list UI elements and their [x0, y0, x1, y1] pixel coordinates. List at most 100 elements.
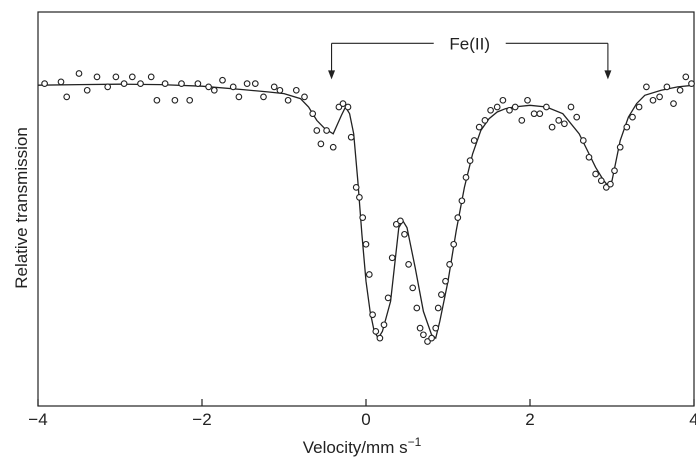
data-point: [186, 96, 194, 104]
data-point: [416, 324, 424, 332]
data-point: [63, 93, 71, 101]
data-point: [428, 334, 435, 342]
data-point: [93, 73, 101, 81]
data-point: [585, 153, 593, 161]
data-point: [352, 184, 360, 191]
data-point: [409, 284, 417, 292]
data-point: [235, 93, 243, 101]
data-point: [434, 304, 442, 312]
data-point: [536, 110, 544, 118]
data-point: [147, 73, 155, 81]
data-point: [317, 140, 325, 148]
y-axis-label: Relative transmission: [12, 127, 31, 289]
data-point: [284, 96, 292, 104]
data-point: [372, 328, 380, 335]
data-point: [579, 137, 587, 144]
data-point: [607, 180, 614, 188]
data-point: [643, 83, 650, 91]
arrow-down-icon: [328, 70, 336, 80]
data-point: [384, 294, 392, 302]
data-point: [432, 324, 440, 332]
data-point: [543, 103, 550, 111]
data-point: [555, 117, 563, 124]
data-point: [670, 100, 677, 107]
data-point: [561, 120, 568, 128]
data-point: [635, 103, 643, 111]
x-axis-label-superscript: −1: [408, 435, 422, 449]
data-point: [362, 240, 370, 248]
data-point: [548, 123, 556, 131]
data-point: [597, 177, 605, 185]
data-point: [75, 70, 83, 77]
data-point: [137, 80, 144, 87]
data-point: [339, 100, 347, 107]
data-point: [688, 80, 695, 87]
data-point: [458, 197, 466, 205]
data-point: [524, 96, 531, 104]
data-point: [229, 83, 237, 91]
x-tick-label: −4: [28, 410, 47, 429]
data-point: [292, 86, 300, 94]
data-point: [470, 137, 478, 144]
data-point: [194, 80, 202, 87]
data-point: [530, 110, 538, 118]
plot-frame: [37, 11, 695, 407]
data-point: [104, 83, 112, 91]
data-point: [454, 214, 462, 221]
data-point: [335, 103, 343, 111]
data-point: [41, 80, 48, 87]
data-point: [573, 113, 581, 121]
data-point: [682, 73, 690, 81]
data-point: [397, 217, 404, 225]
data-point: [649, 96, 657, 104]
data-point: [663, 83, 671, 91]
data-point: [475, 123, 483, 131]
data-point: [420, 331, 427, 339]
x-tick-label: 0: [361, 410, 370, 429]
data-point: [128, 73, 136, 81]
data-point: [511, 103, 519, 111]
annotation-label: Fe(II): [449, 34, 490, 53]
data-point: [442, 277, 449, 285]
data-point: [57, 78, 65, 86]
data-point: [83, 86, 91, 94]
data-point: [251, 80, 259, 87]
data-point: [629, 113, 636, 121]
data-point: [365, 271, 373, 278]
data-point: [120, 80, 128, 87]
data-point: [344, 103, 352, 111]
x-tick-label: 2: [525, 410, 534, 429]
data-point: [376, 334, 384, 342]
data-point: [487, 106, 494, 114]
fit-curve-group: [37, 83, 695, 340]
data-point: [301, 93, 308, 101]
data-point: [329, 143, 337, 151]
data-point: [219, 76, 226, 84]
data-point: [567, 103, 575, 111]
data-point: [611, 167, 618, 175]
data-point: [446, 261, 453, 268]
data-point: [171, 96, 179, 104]
data-point: [450, 240, 458, 248]
data-point: [462, 174, 470, 181]
data-point: [112, 73, 120, 81]
data-point: [438, 291, 445, 298]
data-point: [359, 214, 367, 221]
data-point: [466, 157, 474, 164]
data-point: [493, 103, 501, 111]
x-tick-label: 4: [689, 410, 696, 429]
data-points-group: [41, 70, 695, 345]
data-point: [518, 117, 526, 124]
data-point: [347, 133, 355, 141]
data-point: [380, 321, 388, 329]
data-point: [260, 93, 267, 101]
data-point: [153, 96, 161, 104]
data-point: [656, 93, 663, 101]
data-point: [616, 143, 624, 151]
data-point: [356, 194, 363, 201]
data-point: [323, 127, 330, 134]
data-point: [592, 170, 599, 178]
data-point: [276, 86, 284, 94]
data-point: [392, 220, 400, 228]
